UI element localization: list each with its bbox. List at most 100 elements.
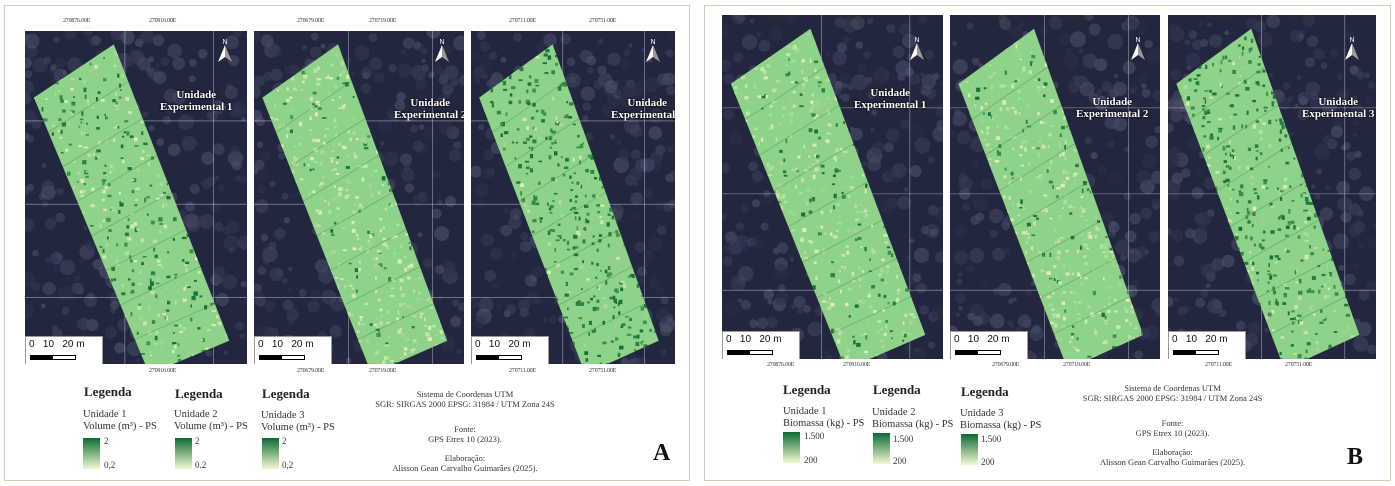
map-unit-1: Unidade Experimental 1 N 0 10 20 m <box>25 31 247 364</box>
coord-label: 270711.00E <box>509 368 536 374</box>
map-info: Sistema de Coordenas UTM SGR: SIRGAS 200… <box>1070 383 1275 467</box>
legend-max: 2 <box>282 436 287 446</box>
raster-strip <box>262 44 448 364</box>
legend-unit: Unidade 3 <box>261 410 305 421</box>
legend-max: 1.500 <box>804 431 825 441</box>
coord-label: 270916.00E <box>149 18 177 24</box>
legend-color-ramp <box>262 438 279 469</box>
north-arrow-shape: N <box>910 37 924 60</box>
legend-variable: Volume (m³) - PS <box>174 421 248 432</box>
author-text: Alisson Gean Carvalho Guimarães (2025). <box>1099 456 1246 467</box>
source-label: Fonte: <box>1161 418 1184 428</box>
scale-bar: 0 10 20 m <box>722 331 800 359</box>
coord-label: 270679.00E <box>992 362 1020 368</box>
unit-label: Unidade Experimental 3 <box>1302 96 1375 120</box>
author-label: Elaboração: <box>1152 447 1193 457</box>
legend-variable: Biomassa (kg) - PS <box>783 418 865 429</box>
north-arrow-icon: N <box>432 37 452 63</box>
coord-label: 270876.00E <box>767 16 795 22</box>
legend-unit: Unidade 1 <box>83 409 127 420</box>
raster-strip <box>730 28 926 359</box>
north-arrow-icon: N <box>1128 35 1148 61</box>
coord-label: 270711.00E <box>1205 362 1232 368</box>
unit-label: Unidade Experimental 1 <box>854 87 927 111</box>
legend-title: Legenda <box>783 382 831 397</box>
scale-bar: 0 10 20 m <box>25 336 103 364</box>
legend-title: Legenda <box>961 384 1009 399</box>
north-arrow-icon: N <box>643 37 663 63</box>
north-arrow-shape: N <box>218 39 232 62</box>
scale-bar: 0 10 20 m <box>471 336 549 364</box>
north-arrow-shape: N <box>435 39 449 62</box>
coord-label: 270751.00E <box>589 18 617 24</box>
coord-label: 270876.00E <box>767 362 795 368</box>
scale-bar-label: 0 10 20 m <box>954 334 1010 345</box>
legend-max: 1.500 <box>981 434 1002 444</box>
scale-bar-label: 0 10 20 m <box>475 339 531 350</box>
coord-label: 270711.00E <box>509 18 536 24</box>
north-arrow-icon: N <box>215 37 235 63</box>
scale-bar-label: 0 10 20 m <box>29 339 85 350</box>
scale-bar-label: 0 10 20 m <box>258 339 314 350</box>
raster-strip <box>1176 28 1360 359</box>
raster-strip <box>958 28 1144 359</box>
legend-title: Legenda <box>873 382 921 397</box>
coordinate-system: Sistema de Coordenas UTM <box>1124 383 1221 393</box>
coord-label: 270679.00E <box>992 16 1020 22</box>
reference-system: SGR: SIRGAS 2000 EPSG: 31984 / UTM Zona … <box>1082 392 1263 403</box>
legend-min: 200 <box>981 457 995 467</box>
scale-bar: 0 10 20 m <box>950 331 1028 359</box>
figure-panel-a: Unidade Experimental 1 N 0 10 20 m Unida… <box>4 5 690 481</box>
legend-variable: Biomassa (kg) - PS <box>960 420 1042 431</box>
coord-label: 270751.00E <box>589 368 617 374</box>
legend-min: 200 <box>804 455 818 465</box>
scale-bar: 0 10 20 m <box>1168 331 1246 359</box>
legend-title: Legenda <box>84 384 132 399</box>
coord-label: 270916.00E <box>843 362 871 368</box>
source-text: GPS Etrex 10 (2023). <box>1135 427 1210 438</box>
legend-max: 1.500 <box>893 434 914 444</box>
coord-label: 270916.00E <box>843 16 871 22</box>
raster-strip <box>479 44 659 364</box>
north-label: N <box>1135 37 1140 44</box>
legend-min: 0.2 <box>195 460 207 470</box>
coord-label: 270751.00E <box>1285 16 1313 22</box>
coord-label: 270719.00E <box>1063 362 1091 368</box>
legend-min: 0,2 <box>282 460 294 470</box>
coord-label: 270711.00E <box>1205 16 1232 22</box>
coord-label: 270679.00E <box>297 368 325 374</box>
legend-min: 200 <box>893 456 907 466</box>
coord-label: 270876.00E <box>63 18 91 24</box>
unit-label: Unidade Experimental 2 <box>1076 96 1149 120</box>
map-unit-3: Unidade Experimental 3 N 0 10 20 m <box>471 31 675 364</box>
legend-variable: Volume (m³) - PS <box>261 422 335 433</box>
map-info: Sistema de Coordenas UTM SGR: SIRGAS 200… <box>365 389 565 473</box>
north-label: N <box>650 39 655 46</box>
north-arrow-icon: N <box>907 35 927 61</box>
panel-letter: B <box>1347 444 1364 470</box>
figure-panel-b: Unidade Experimental 1 N 0 10 20 m Unida… <box>704 5 1391 481</box>
coord-label: 270719.00E <box>1063 16 1091 22</box>
legend-variable: Biomassa (kg) - PS <box>872 419 954 430</box>
scale-bar-label: 0 10 20 m <box>1172 334 1228 345</box>
legend-min: 0,2 <box>104 460 116 470</box>
north-label: N <box>1349 37 1354 44</box>
legend-color-ramp <box>961 434 978 465</box>
author-label: Elaboração: <box>444 453 486 463</box>
source-text: GPS Etrex 10 (2023). <box>428 433 502 444</box>
legend-color-ramp <box>873 433 890 464</box>
legend-unit: Unidade 2 <box>872 407 916 418</box>
reference-system: SGR: SIRGAS 2000 EPSG: 31984 / UTM Zona … <box>375 398 555 409</box>
legend-unit: Unidade 3 <box>960 408 1004 419</box>
legend-max: 2 <box>104 436 109 446</box>
unit-label: Unidade Experimental 2 <box>394 97 464 121</box>
unit-label: Unidade Experimental 1 <box>160 89 233 113</box>
raster-strip <box>33 44 230 364</box>
unit-label: Unidade Experimental 3 <box>611 97 675 121</box>
map-unit-2: Unidade Experimental 2 N 0 10 20 m <box>254 31 464 364</box>
scale-bar: 0 10 20 m <box>254 336 332 364</box>
north-arrow-shape: N <box>1345 37 1359 60</box>
coord-label: 270751.00E <box>1285 362 1313 368</box>
coordinate-system: Sistema de Coordenas UTM <box>416 389 514 399</box>
author-text: Alisson Gean Carvalho Guimarães (2025). <box>392 462 538 473</box>
